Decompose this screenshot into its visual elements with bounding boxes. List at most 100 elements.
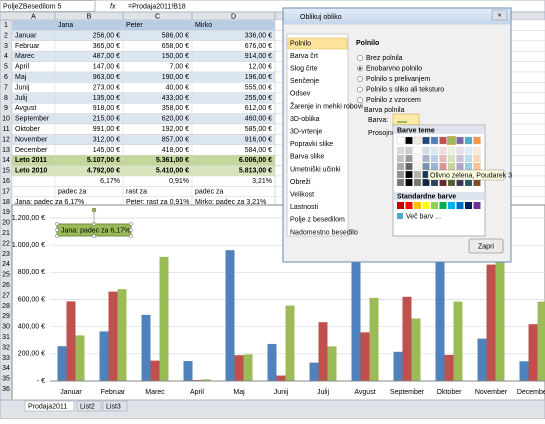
- row-background: [12, 41, 275, 51]
- menu-item[interactable]: Slog črte: [290, 66, 318, 73]
- radio[interactable]: [357, 87, 362, 92]
- menu-item[interactable]: Nadomestno besedilo: [290, 229, 358, 236]
- swatch[interactable]: [397, 155, 404, 162]
- swatch[interactable]: [406, 179, 413, 186]
- swatch[interactable]: [397, 179, 404, 186]
- swatch[interactable]: [406, 163, 413, 170]
- swatch[interactable]: [423, 137, 430, 144]
- swatch[interactable]: [431, 202, 438, 209]
- swatch[interactable]: [414, 163, 421, 170]
- swatch[interactable]: [457, 137, 464, 144]
- swatch[interactable]: [440, 163, 447, 170]
- swatch[interactable]: [465, 155, 472, 162]
- swatch[interactable]: [448, 202, 455, 209]
- radio-label: Polnilo z vzorcem: [366, 97, 421, 104]
- menu-item[interactable]: Popravki slike: [290, 141, 333, 148]
- menu-item[interactable]: Obreži: [290, 179, 311, 186]
- swatch[interactable]: [465, 163, 472, 170]
- swatch[interactable]: [423, 147, 430, 154]
- swatch[interactable]: [397, 137, 404, 144]
- swatch[interactable]: [465, 137, 472, 144]
- cell: Oktober: [15, 126, 41, 133]
- menu-item[interactable]: Umetniški učinki: [290, 166, 341, 173]
- swatch[interactable]: [474, 163, 481, 170]
- swatch[interactable]: [474, 147, 481, 154]
- row-number: 13: [2, 147, 10, 154]
- cell: 418,00 €: [162, 147, 189, 154]
- swatch[interactable]: [457, 163, 464, 170]
- menu-item[interactable]: Senčenje: [290, 78, 319, 85]
- row-number: 29: [2, 313, 10, 320]
- radio[interactable]: [357, 97, 362, 102]
- swatch[interactable]: [431, 137, 438, 144]
- swatch[interactable]: [457, 202, 464, 209]
- swatch[interactable]: [414, 147, 421, 154]
- swatch[interactable]: [414, 202, 421, 209]
- menu-item[interactable]: Barva črt: [290, 53, 318, 60]
- swatch[interactable]: [406, 202, 413, 209]
- swatch[interactable]: [448, 155, 455, 162]
- menu-item[interactable]: Odsev: [290, 91, 311, 98]
- swatch[interactable]: [406, 137, 413, 144]
- swatch[interactable]: [423, 163, 430, 170]
- swatch[interactable]: [440, 147, 447, 154]
- swatch[interactable]: [474, 202, 481, 209]
- menu-item[interactable]: 3D-vrtenje: [290, 129, 322, 136]
- radio-label: Polnilo s prelivanjem: [366, 76, 430, 83]
- radio[interactable]: [357, 76, 362, 81]
- swatch[interactable]: [414, 171, 421, 178]
- formula-text: =Prodaja2011!B18: [128, 3, 186, 10]
- swatch[interactable]: [448, 147, 455, 154]
- menu-item[interactable]: Velikost: [290, 192, 314, 199]
- x-tick-label: Junij: [274, 389, 289, 396]
- cell: 196,00 €: [245, 74, 272, 81]
- radio-dot: [359, 67, 362, 70]
- bar: [496, 257, 505, 381]
- swatch[interactable]: [414, 179, 421, 186]
- y-tick-label: 800,00 €: [18, 269, 45, 276]
- swatch[interactable]: [448, 163, 455, 170]
- menu-item[interactable]: Žarenje in mehki robovi: [290, 101, 363, 110]
- swatch[interactable]: [431, 155, 438, 162]
- menu-item[interactable]: Lastnosti: [290, 204, 318, 211]
- more-colors[interactable]: Več barv ...: [406, 213, 441, 220]
- swatch[interactable]: [440, 155, 447, 162]
- swatch[interactable]: [457, 155, 464, 162]
- menu-item[interactable]: Polnilo: [290, 40, 311, 47]
- swatch[interactable]: [448, 137, 455, 144]
- swatch[interactable]: [406, 147, 413, 154]
- swatch[interactable]: [423, 155, 430, 162]
- menu-item[interactable]: 3D-oblika: [290, 116, 320, 123]
- row-number: 19: [2, 209, 10, 216]
- menu-item[interactable]: Barva slike: [290, 154, 324, 161]
- color-button[interactable]: [393, 114, 419, 125]
- row-number: 21: [2, 230, 10, 237]
- cell: 676,00 €: [245, 43, 272, 50]
- menu-item[interactable]: Polje z besedilom: [290, 217, 345, 224]
- swatch[interactable]: [397, 147, 404, 154]
- y-tick-label: - €: [37, 378, 45, 385]
- cell: 256,00 €: [93, 32, 120, 39]
- swatch[interactable]: [406, 155, 413, 162]
- swatch[interactable]: [465, 147, 472, 154]
- swatch[interactable]: [397, 171, 404, 178]
- swatch[interactable]: [423, 202, 430, 209]
- swatch[interactable]: [474, 155, 481, 162]
- swatch[interactable]: [440, 202, 447, 209]
- row-background: [12, 30, 275, 40]
- radio[interactable]: [357, 55, 362, 60]
- swatch[interactable]: [414, 137, 421, 144]
- swatch[interactable]: [406, 171, 413, 178]
- x-tick-label: Avgust: [354, 389, 375, 396]
- swatch[interactable]: [397, 202, 404, 209]
- swatch[interactable]: [474, 137, 481, 144]
- cell: 190,00 €: [162, 74, 189, 81]
- swatch[interactable]: [431, 163, 438, 170]
- swatch[interactable]: [465, 202, 472, 209]
- swatch[interactable]: [414, 155, 421, 162]
- swatch[interactable]: [431, 147, 438, 154]
- swatch[interactable]: [440, 137, 447, 144]
- swatch[interactable]: [397, 163, 404, 170]
- swatch[interactable]: [457, 147, 464, 154]
- row-background: [12, 134, 275, 144]
